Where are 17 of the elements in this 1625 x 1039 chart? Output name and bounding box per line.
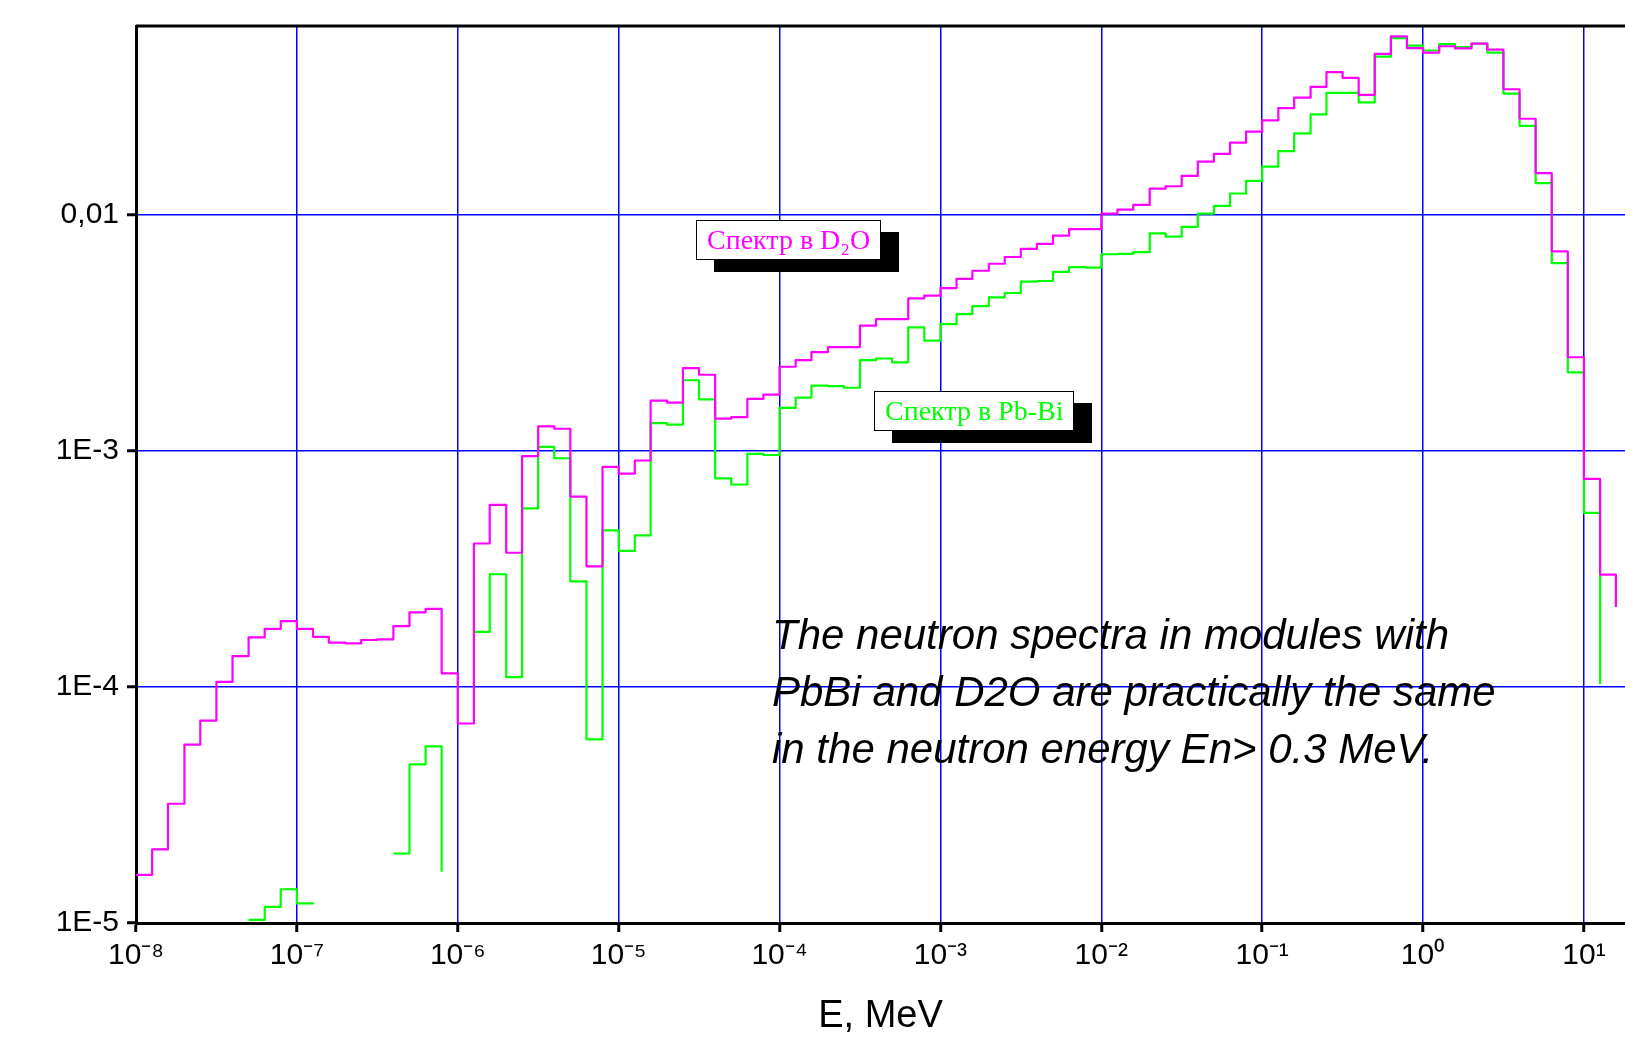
x-tick-label: 10⁻⁷ — [269, 937, 324, 971]
x-tick-label: 10⁻² — [1074, 937, 1128, 971]
x-tick-label: 10¹ — [1562, 937, 1606, 971]
x-tick-label: 10⁻⁵ — [590, 937, 647, 971]
y-tick-label: 1E-3 — [55, 432, 119, 466]
x-tick-label: 10⁰ — [1400, 937, 1446, 971]
x-tick-label: 10⁻⁴ — [751, 937, 808, 971]
series-label: Спектр в Pb-Bi — [874, 391, 1075, 431]
y-tick-label: 1E-5 — [55, 904, 119, 938]
x-tick-label: 10⁻³ — [913, 937, 968, 971]
y-tick-label: 0,01 — [60, 195, 119, 229]
x-axis-title: E, MeV — [818, 992, 944, 1035]
y-tick-label: 1E-4 — [55, 668, 119, 702]
x-tick-label: 10⁻⁶ — [429, 937, 486, 971]
x-tick-label: 10⁻⁸ — [107, 937, 165, 971]
text: Спектр в D₂O — [696, 220, 882, 260]
x-tick-label: 10⁻¹ — [1235, 937, 1289, 971]
